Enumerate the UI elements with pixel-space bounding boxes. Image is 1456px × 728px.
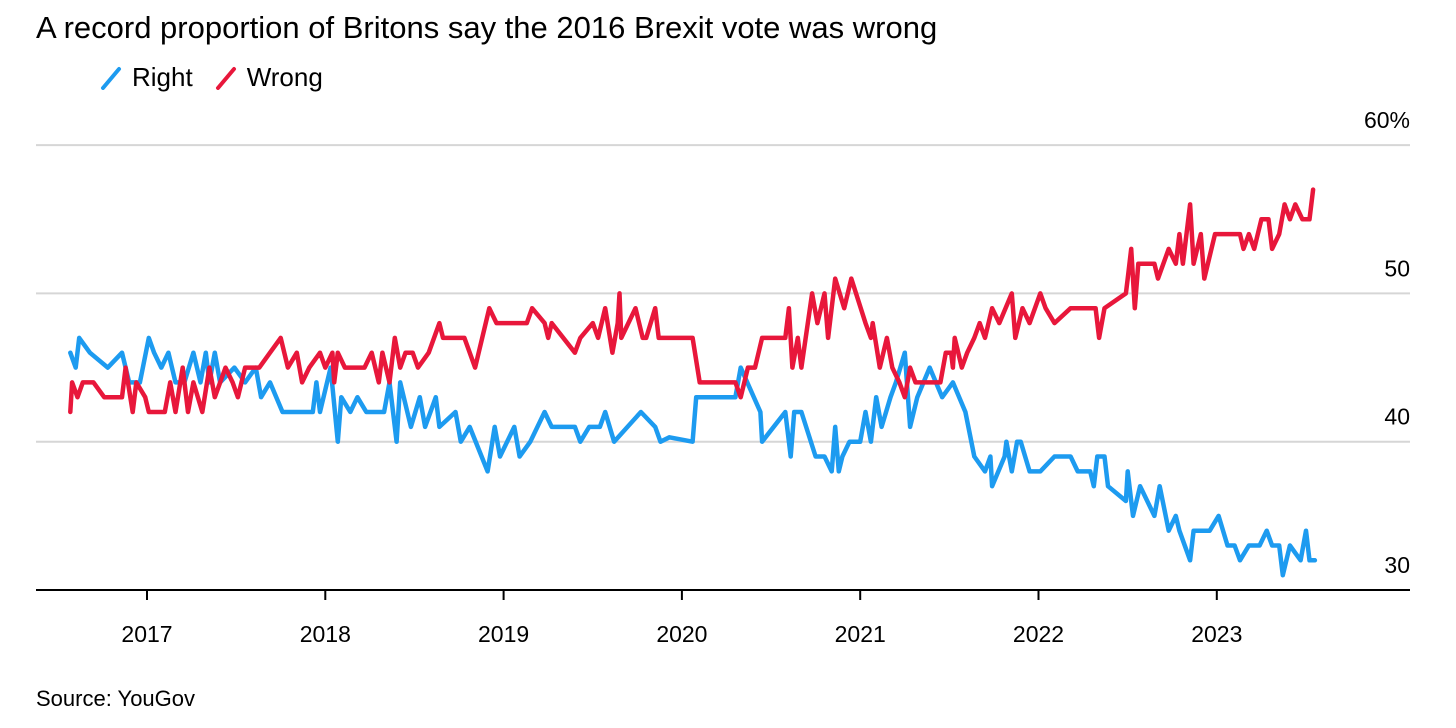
legend-label-right: Right [132, 62, 193, 92]
x-tick-label: 2020 [656, 621, 707, 647]
x-tick-label: 2023 [1191, 621, 1242, 647]
legend-swatch-right [101, 66, 121, 90]
legend: Right Wrong [100, 62, 323, 93]
legend-label-wrong: Wrong [246, 62, 323, 92]
x-tick-label: 2021 [835, 621, 886, 647]
x-tick-label: 2017 [121, 621, 172, 647]
y-tick-label: 30 [1384, 552, 1410, 578]
x-tick-label: 2019 [478, 621, 529, 647]
legend-item-wrong: Wrong [215, 62, 323, 93]
series-line-wrong [68, 187, 1316, 415]
y-tick-label: 50 [1384, 255, 1410, 281]
x-tick-label: 2018 [300, 621, 351, 647]
source-note: Source: YouGov [36, 686, 196, 711]
legend-item-right: Right [100, 62, 193, 93]
x-tick-label: 2022 [1013, 621, 1064, 647]
y-tick-label: 40 [1384, 404, 1410, 430]
chart-title: A record proportion of Britons say the 2… [36, 10, 938, 45]
y-tick-label: 60% [1364, 107, 1410, 133]
series-line-right [68, 335, 1318, 578]
legend-swatch-wrong [215, 66, 236, 90]
